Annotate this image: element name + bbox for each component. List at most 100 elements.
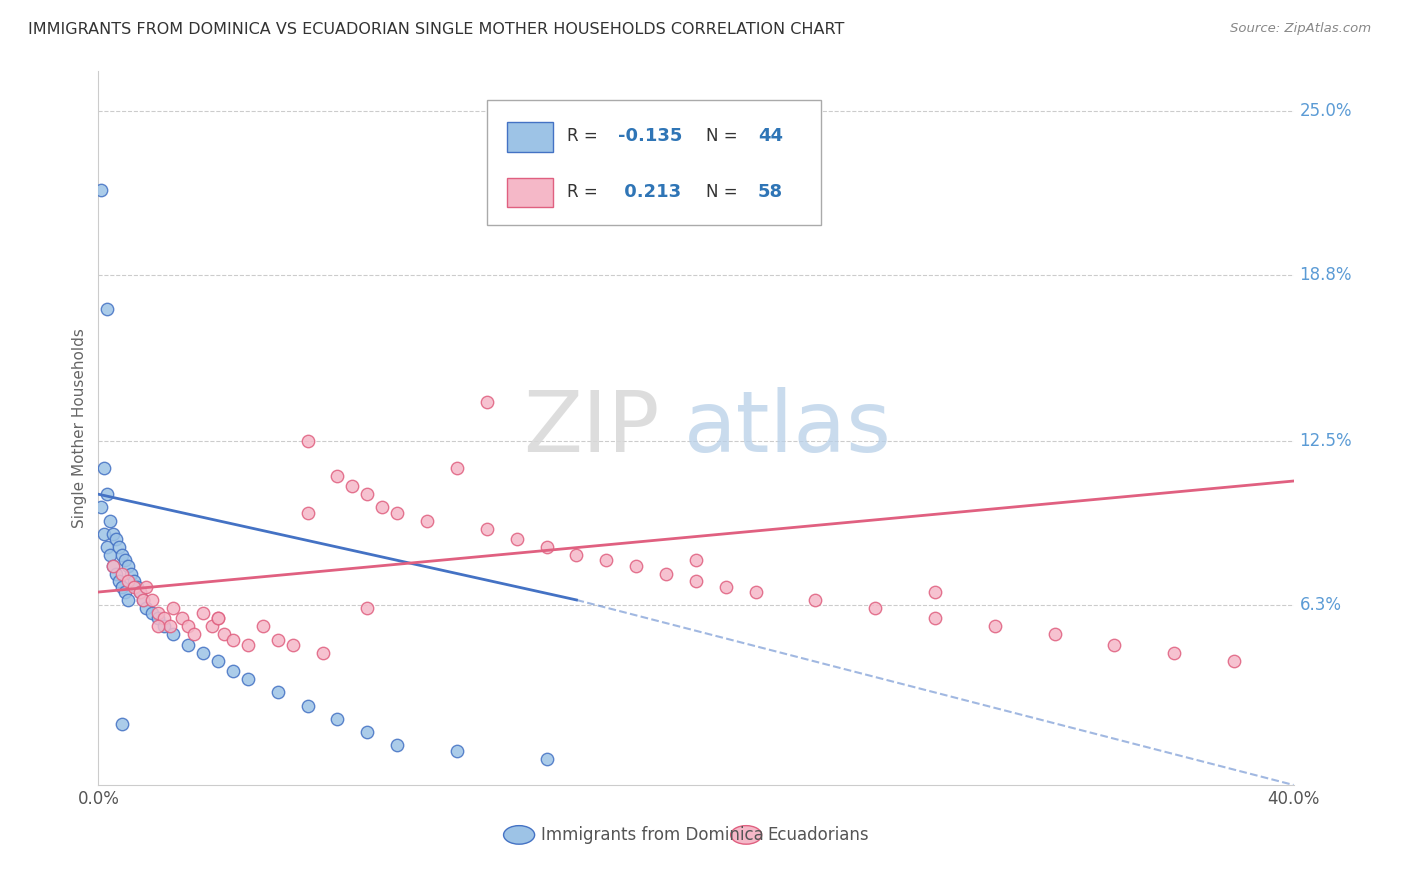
- Point: [297, 506, 319, 520]
- Point: [356, 725, 378, 739]
- Point: [297, 434, 319, 449]
- Point: [135, 600, 157, 615]
- Point: [1163, 646, 1185, 660]
- FancyBboxPatch shape: [508, 122, 553, 153]
- Point: [132, 593, 155, 607]
- Point: [506, 532, 529, 546]
- Point: [108, 574, 131, 589]
- Text: ZIP: ZIP: [523, 386, 661, 470]
- Point: [114, 553, 136, 567]
- Point: [183, 627, 205, 641]
- Point: [124, 580, 146, 594]
- Text: Immigrants from Dominica: Immigrants from Dominica: [541, 826, 763, 844]
- Point: [127, 580, 149, 594]
- Point: [103, 527, 125, 541]
- Point: [141, 606, 163, 620]
- Point: [924, 611, 946, 625]
- Point: [371, 500, 394, 515]
- Text: R =: R =: [567, 128, 603, 145]
- Point: [745, 585, 768, 599]
- Point: [159, 619, 181, 633]
- Text: Source: ZipAtlas.com: Source: ZipAtlas.com: [1230, 22, 1371, 36]
- Point: [93, 527, 115, 541]
- Point: [804, 593, 827, 607]
- Point: [98, 514, 122, 528]
- Point: [105, 566, 128, 581]
- Point: [326, 712, 349, 726]
- Point: [222, 665, 245, 679]
- Point: [446, 460, 468, 475]
- Point: [129, 585, 152, 599]
- Point: [416, 514, 439, 528]
- Point: [655, 566, 678, 581]
- Point: [105, 532, 128, 546]
- Text: N =: N =: [706, 128, 742, 145]
- Point: [93, 460, 115, 475]
- Point: [865, 600, 887, 615]
- Point: [148, 606, 170, 620]
- Point: [595, 553, 617, 567]
- Point: [311, 646, 333, 660]
- Point: [236, 672, 259, 686]
- Point: [129, 585, 152, 599]
- Point: [191, 646, 214, 660]
- Point: [685, 574, 707, 589]
- Point: [207, 654, 229, 668]
- Point: [207, 611, 229, 625]
- Point: [565, 548, 588, 562]
- Point: [297, 698, 319, 713]
- Point: [90, 500, 112, 515]
- Text: 6.3%: 6.3%: [1299, 596, 1341, 615]
- Point: [714, 580, 737, 594]
- Point: [141, 593, 163, 607]
- Point: [132, 593, 155, 607]
- Text: 0.213: 0.213: [619, 183, 682, 201]
- Point: [111, 566, 134, 581]
- Circle shape: [503, 826, 534, 844]
- Point: [191, 606, 214, 620]
- Point: [153, 611, 176, 625]
- Point: [446, 743, 468, 757]
- Point: [356, 487, 378, 501]
- Point: [281, 638, 304, 652]
- Point: [172, 611, 194, 625]
- Point: [267, 632, 290, 647]
- Point: [1043, 627, 1066, 641]
- FancyBboxPatch shape: [508, 178, 553, 208]
- Point: [108, 540, 131, 554]
- Point: [148, 619, 170, 633]
- Point: [536, 540, 558, 554]
- Text: IMMIGRANTS FROM DOMINICA VS ECUADORIAN SINGLE MOTHER HOUSEHOLDS CORRELATION CHAR: IMMIGRANTS FROM DOMINICA VS ECUADORIAN S…: [28, 22, 845, 37]
- Circle shape: [731, 826, 762, 844]
- Point: [236, 638, 259, 652]
- Point: [148, 611, 170, 625]
- Point: [326, 468, 349, 483]
- Point: [135, 580, 157, 594]
- Point: [626, 558, 648, 573]
- Point: [1223, 654, 1246, 668]
- Text: 44: 44: [758, 128, 783, 145]
- Point: [356, 600, 378, 615]
- Point: [177, 638, 200, 652]
- Point: [96, 302, 118, 317]
- Point: [90, 183, 112, 197]
- Text: R =: R =: [567, 183, 603, 201]
- Point: [385, 739, 409, 753]
- Point: [153, 619, 176, 633]
- Point: [117, 558, 139, 573]
- Point: [342, 479, 364, 493]
- Point: [117, 574, 139, 589]
- Point: [207, 611, 229, 625]
- Point: [222, 632, 245, 647]
- Point: [162, 600, 184, 615]
- Point: [984, 619, 1007, 633]
- Point: [120, 566, 142, 581]
- Point: [267, 685, 290, 699]
- Point: [111, 548, 134, 562]
- Point: [96, 540, 118, 554]
- Point: [103, 558, 125, 573]
- Point: [924, 585, 946, 599]
- Text: atlas: atlas: [685, 386, 891, 470]
- Point: [536, 751, 558, 765]
- Text: 58: 58: [758, 183, 783, 201]
